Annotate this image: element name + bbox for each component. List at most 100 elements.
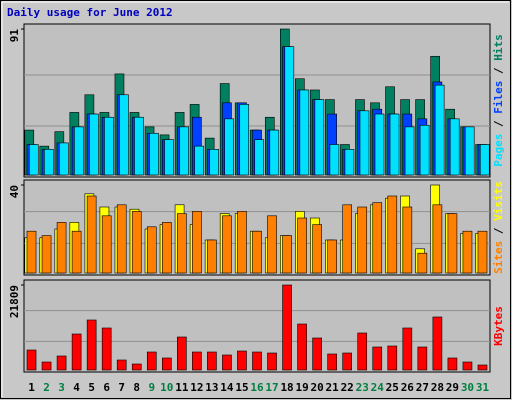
bar: [254, 139, 265, 176]
legend: Sites / Visits: [492, 181, 505, 274]
bar: [389, 113, 400, 176]
x-tick-label: 16: [250, 381, 264, 394]
bar: [149, 132, 159, 176]
bar: [387, 195, 398, 274]
x-tick-label: 26: [401, 381, 415, 394]
bar: [297, 323, 307, 371]
x-tick-label: 1: [28, 381, 35, 394]
y-tick-label: 21809: [8, 285, 21, 318]
bar: [146, 226, 157, 274]
x-tick-label: 11: [175, 381, 189, 394]
x-tick-label: 15: [235, 381, 248, 394]
bar: [252, 230, 262, 274]
bar: [161, 357, 172, 371]
bar: [26, 230, 37, 274]
bar: [269, 129, 280, 176]
bar: [207, 239, 217, 274]
bar: [387, 345, 398, 371]
bar: [164, 139, 174, 176]
x-tick-label: 20: [311, 381, 324, 394]
bar: [131, 211, 142, 274]
x-tick-label: 2: [43, 381, 50, 394]
bar: [462, 230, 473, 274]
bar: [101, 327, 112, 371]
bar: [134, 116, 144, 176]
bar: [56, 355, 67, 371]
bar: [342, 352, 353, 371]
bar: [282, 284, 292, 371]
bar: [327, 239, 337, 274]
bar: [26, 349, 37, 371]
legend: KBytes: [492, 306, 505, 346]
bar: [177, 213, 187, 274]
legend-entry: Pages: [492, 134, 505, 167]
bar: [146, 351, 157, 371]
bar: [464, 126, 475, 176]
bar: [312, 337, 322, 371]
bar: [357, 206, 368, 274]
legend-separator: /: [492, 221, 505, 241]
legend-entry: Files: [492, 81, 505, 114]
bar: [41, 361, 52, 371]
bar: [297, 217, 307, 274]
bar: [86, 319, 97, 371]
bar: [86, 195, 97, 274]
bar: [449, 118, 460, 176]
bar: [237, 350, 247, 371]
bar: [239, 104, 250, 176]
bar: [402, 327, 413, 371]
bar: [59, 142, 69, 176]
x-tick-label: 14: [220, 381, 234, 394]
bar: [327, 353, 337, 371]
bar: [432, 204, 443, 274]
x-tick-label: 29: [446, 381, 459, 394]
bar: [404, 126, 415, 176]
bar: [192, 211, 202, 274]
x-tick-label: 28: [431, 381, 444, 394]
bar: [28, 144, 39, 176]
legend-entry: Visits: [492, 181, 505, 221]
bar: [161, 222, 172, 274]
bar: [462, 361, 473, 371]
bar: [267, 215, 277, 274]
bar: [477, 230, 488, 274]
x-tick-label: 12: [190, 381, 203, 394]
x-tick-label: 19: [295, 381, 308, 394]
bar: [314, 99, 325, 176]
bar: [192, 351, 202, 371]
y-tick-label: 40: [8, 185, 21, 198]
x-tick-label: 31: [476, 381, 490, 394]
bar: [194, 145, 204, 176]
x-tick-label: 3: [58, 381, 65, 394]
x-tick-label: 21: [326, 381, 340, 394]
bar: [71, 230, 82, 274]
bar: [342, 204, 353, 274]
bar: [222, 215, 232, 274]
x-tick-label: 6: [103, 381, 110, 394]
x-tick-label: 8: [133, 381, 140, 394]
x-tick-label: 9: [148, 381, 155, 394]
bar: [357, 332, 368, 371]
legend-entry: Sites: [492, 241, 505, 274]
bar: [419, 124, 430, 176]
x-tick-label: 24: [371, 381, 385, 394]
bar: [209, 149, 219, 176]
legend-separator: /: [492, 61, 505, 81]
y-tick-label: 91: [8, 29, 21, 43]
bar: [207, 351, 217, 371]
bar: [252, 351, 262, 371]
x-tick-label: 18: [280, 381, 293, 394]
bar: [447, 213, 458, 274]
legend-entry: KBytes: [492, 306, 505, 346]
legend: Pages / Files / Hits: [492, 34, 505, 167]
bar: [417, 346, 428, 371]
bar: [282, 235, 292, 274]
bar: [89, 113, 99, 176]
bar: [284, 46, 295, 176]
x-tick-label: 7: [118, 381, 125, 394]
bar: [329, 144, 340, 176]
x-tick-label: 5: [88, 381, 95, 394]
x-tick-label: 23: [356, 381, 369, 394]
x-tick-label: 25: [386, 381, 399, 394]
